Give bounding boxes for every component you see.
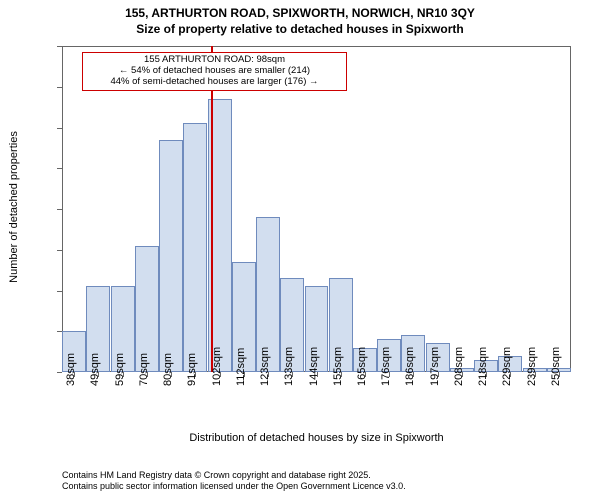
chart-title-line2: Size of property relative to detached ho… — [0, 22, 600, 36]
reference-marker-line — [211, 46, 213, 372]
annotation-line-3: 44% of semi-detached houses are larger (… — [87, 77, 342, 88]
histogram-bar — [183, 123, 207, 372]
y-tick-mark — [57, 46, 62, 47]
annotation-box: 155 ARTHURTON ROAD: 98sqm ← 54% of detac… — [82, 52, 347, 91]
y-tick-mark — [57, 209, 62, 210]
y-tick-mark — [57, 331, 62, 332]
chart-title-line1: 155, ARTHURTON ROAD, SPIXWORTH, NORWICH,… — [0, 6, 600, 20]
y-axis-title: Number of detached properties — [8, 44, 20, 370]
y-tick-mark — [57, 168, 62, 169]
y-tick-mark — [57, 87, 62, 88]
y-tick-mark — [57, 128, 62, 129]
chart-plot-area — [62, 46, 571, 372]
histogram-bars — [62, 46, 571, 372]
y-tick-mark — [57, 250, 62, 251]
x-axis-title: Distribution of detached houses by size … — [62, 432, 571, 444]
histogram-bar — [159, 140, 183, 372]
attribution-text: Contains HM Land Registry data © Crown c… — [62, 470, 406, 492]
attribution-line-2: Contains public sector information licen… — [62, 481, 406, 492]
attribution-line-1: Contains HM Land Registry data © Crown c… — [62, 470, 406, 481]
y-tick-mark — [57, 291, 62, 292]
y-tick-mark — [57, 372, 62, 373]
